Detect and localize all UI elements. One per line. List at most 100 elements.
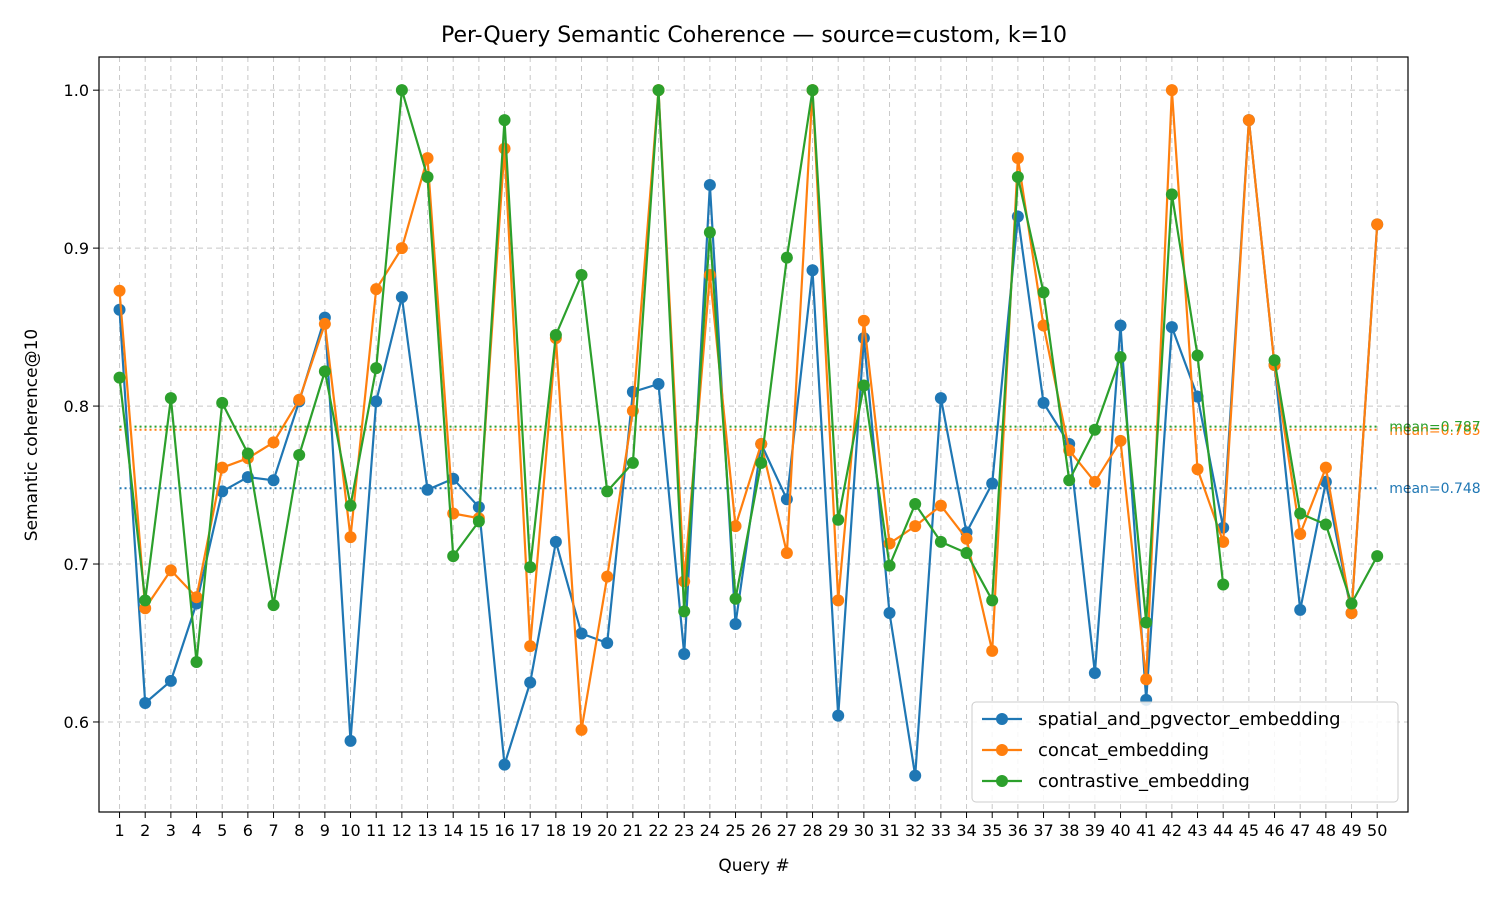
data-point — [164, 674, 177, 687]
x-tick-label: 41 — [1136, 821, 1156, 840]
x-axis: 1 2 3 4 5 6 7 8 9 10 11 12 13 14 15 16 17 18 19 20 21 22 23 24 2… — [114, 812, 1387, 840]
data-point — [1114, 319, 1127, 332]
data-point — [1165, 188, 1178, 201]
x-tick-label: 9 — [320, 821, 330, 840]
data-point — [216, 461, 229, 474]
data-point — [498, 758, 511, 771]
data-point — [395, 291, 408, 304]
x-tick-label: 20 — [597, 821, 617, 840]
data-point — [524, 640, 537, 653]
x-tick-label: 14 — [443, 821, 463, 840]
data-point — [370, 395, 383, 408]
x-tick-label: 17 — [520, 821, 540, 840]
x-tick-label: 33 — [931, 821, 951, 840]
data-point — [1371, 218, 1384, 231]
data-point — [909, 769, 922, 782]
data-point — [498, 142, 511, 155]
data-point — [1114, 434, 1127, 447]
x-tick-label: 45 — [1239, 821, 1259, 840]
data-point — [1345, 606, 1358, 619]
data-point — [729, 520, 742, 533]
data-point — [1191, 390, 1204, 403]
data-point — [1371, 550, 1384, 563]
data-point — [626, 456, 639, 469]
x-tick-label: 2 — [140, 821, 150, 840]
x-tick-label: 35 — [982, 821, 1002, 840]
x-tick-label: 36 — [1008, 821, 1028, 840]
data-point — [164, 564, 177, 577]
legend-swatch-marker — [996, 713, 1008, 725]
data-point — [549, 328, 562, 341]
x-tick-label: 6 — [243, 821, 253, 840]
x-tick-label: 49 — [1341, 821, 1361, 840]
legend-label: contrastive_embedding — [1038, 771, 1250, 792]
data-point — [1037, 396, 1050, 409]
x-tick-label: 46 — [1264, 821, 1284, 840]
data-point — [601, 570, 614, 583]
data-point — [1088, 475, 1101, 488]
mean-label-spatial_and_pgvector_embedding: mean=0.748 — [1389, 481, 1481, 497]
data-point — [601, 485, 614, 498]
data-point — [755, 456, 768, 469]
data-point — [113, 284, 126, 297]
data-point — [524, 561, 537, 574]
data-point — [549, 535, 562, 548]
data-point — [1114, 351, 1127, 364]
legend-box — [971, 701, 1399, 803]
x-tick-label: 5 — [217, 821, 227, 840]
x-tick-label: 18 — [546, 821, 566, 840]
x-tick-label: 25 — [725, 821, 745, 840]
data-point — [986, 477, 999, 490]
x-tick-label: 44 — [1213, 821, 1233, 840]
data-point — [318, 365, 331, 378]
chart-title: Per-Query Semantic Coherence — source=cu… — [441, 23, 1067, 48]
data-point — [755, 437, 768, 450]
data-point — [139, 697, 152, 710]
x-axis-label: Query # — [718, 856, 789, 876]
data-point — [1217, 578, 1230, 591]
data-point — [1268, 354, 1281, 367]
data-point — [1217, 535, 1230, 548]
data-point — [344, 734, 357, 747]
x-tick-label: 28 — [802, 821, 822, 840]
data-point — [1294, 507, 1307, 520]
data-point — [421, 152, 434, 165]
data-point — [806, 84, 819, 97]
data-point — [832, 513, 845, 526]
data-point — [986, 644, 999, 657]
data-point — [909, 497, 922, 510]
data-point — [447, 550, 460, 563]
x-tick-label: 40 — [1110, 821, 1130, 840]
legend: spatial_and_pgvector_embedding concat_emb… — [971, 701, 1399, 803]
data-point — [1140, 616, 1153, 629]
y-tick-label: 0.7 — [64, 555, 89, 574]
series-contrastive_embedding — [113, 84, 1384, 668]
data-point — [164, 392, 177, 405]
data-point — [421, 171, 434, 184]
y-axis-label: Semantic coherence@10 — [22, 329, 42, 541]
data-point — [934, 392, 947, 405]
data-point — [883, 606, 896, 619]
x-tick-label: 34 — [956, 821, 976, 840]
data-point — [832, 594, 845, 607]
data-point — [857, 314, 870, 327]
series-line — [118, 89, 1379, 731]
data-point — [575, 627, 588, 640]
data-point — [883, 559, 896, 572]
data-point — [678, 648, 691, 661]
data-point — [652, 377, 665, 390]
data-point — [498, 114, 511, 127]
data-point — [1063, 474, 1076, 487]
data-point — [472, 515, 485, 528]
legend-swatch-marker — [996, 744, 1008, 756]
data-point — [1294, 603, 1307, 616]
data-point — [190, 591, 203, 604]
legend-swatch-marker — [996, 775, 1008, 787]
data-point — [1319, 518, 1332, 531]
x-tick-label: 24 — [700, 821, 720, 840]
x-tick-label: 47 — [1290, 821, 1310, 840]
data-point — [780, 546, 793, 559]
data-point — [293, 449, 306, 462]
data-point — [601, 636, 614, 649]
